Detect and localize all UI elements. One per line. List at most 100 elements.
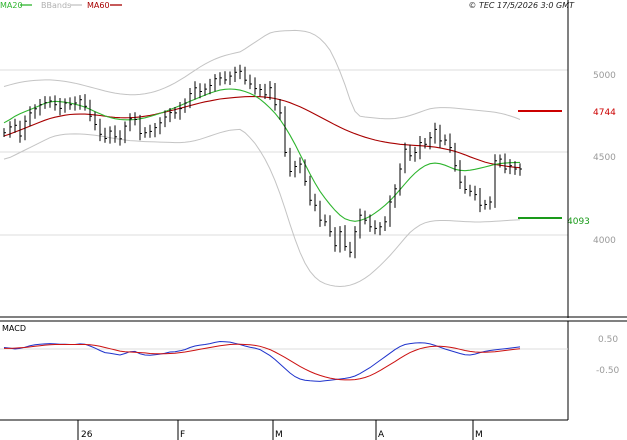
price-bar <box>209 78 212 95</box>
price-bar <box>504 153 507 174</box>
price-bar <box>254 77 257 95</box>
price-bar <box>289 147 292 177</box>
bbands-layer <box>3 29 521 288</box>
month-label-may: M <box>475 430 483 440</box>
level-4093-label: 4093 <box>567 217 590 227</box>
price-bar <box>89 99 92 122</box>
bbands-lower-line <box>3 128 521 288</box>
price-bar <box>174 107 177 119</box>
price-bar <box>484 199 487 210</box>
price-bar <box>104 127 107 143</box>
price-bar <box>149 124 152 138</box>
price-bar <box>414 146 417 162</box>
price-bar <box>144 127 147 138</box>
price-bar <box>344 225 347 251</box>
price-bar <box>334 227 337 252</box>
price-bar <box>69 97 72 110</box>
price-bar <box>169 108 172 123</box>
price-bar <box>189 88 192 109</box>
price-bar <box>129 113 132 132</box>
price-bar <box>34 104 37 119</box>
price-bar <box>59 98 62 116</box>
price-bar <box>364 210 367 225</box>
price-bar <box>349 241 352 258</box>
price-bar <box>134 112 137 126</box>
price-tick-4000: 4000 <box>593 236 616 246</box>
price-bar <box>154 123 157 138</box>
price-bar <box>394 184 397 208</box>
price-bar <box>274 83 277 111</box>
price-bar <box>379 222 382 236</box>
price-bar <box>509 159 512 175</box>
price-bars <box>3 64 522 259</box>
price-bar <box>464 175 467 194</box>
price-bar <box>249 74 252 90</box>
price-bar <box>14 118 17 133</box>
macd-signal-line <box>4 343 521 381</box>
legend-label-ma60: MA60 <box>87 1 110 10</box>
price-grid <box>0 69 568 236</box>
price-bar <box>259 84 262 97</box>
price-bar <box>429 132 432 150</box>
price-bar <box>179 102 182 120</box>
price-bar <box>294 160 297 178</box>
price-bar <box>214 74 217 92</box>
price-bar <box>229 71 232 85</box>
price-bar <box>194 81 197 100</box>
price-bar <box>399 163 402 196</box>
price-bar <box>324 214 327 227</box>
price-bar <box>404 142 407 174</box>
level-4093: 4093 <box>518 217 590 227</box>
price-bar <box>84 94 87 111</box>
price-bar <box>109 126 112 144</box>
level-4744-label: 4744 <box>593 108 616 118</box>
price-bar <box>489 196 492 210</box>
price-bar <box>389 195 392 227</box>
price-bar <box>374 220 377 235</box>
price-bar <box>419 136 422 160</box>
price-bar <box>269 81 272 100</box>
price-bar <box>454 142 457 172</box>
price-bar <box>439 124 442 148</box>
price-bar <box>29 106 32 127</box>
macd-tick-neg: -0.50 <box>596 366 620 376</box>
month-label-mar: M <box>275 430 283 440</box>
macd-tick-pos: 0.50 <box>598 335 618 345</box>
macd-layer <box>3 340 521 382</box>
price-bar <box>234 66 237 82</box>
copyright: © TEC 17/5/2026 3:0 GMT <box>468 1 575 10</box>
price-bar <box>74 96 77 111</box>
price-bar <box>9 121 12 138</box>
price-bar <box>54 95 57 111</box>
price-bar <box>239 64 242 80</box>
ma60-line <box>3 96 521 169</box>
price-bar <box>24 115 27 141</box>
price-bar <box>309 175 312 206</box>
price-bar <box>449 133 452 153</box>
price-tick-5000: 5000 <box>593 71 616 81</box>
price-bar <box>94 111 97 131</box>
price-bar <box>284 106 287 157</box>
legend-label-bbands: BBands <box>41 1 71 10</box>
price-bar <box>499 154 502 168</box>
price-bar <box>224 71 227 85</box>
ma60-layer <box>3 96 521 169</box>
price-bar <box>159 117 162 135</box>
price-bar <box>49 96 52 108</box>
price-bar <box>444 134 447 146</box>
price-bar <box>459 160 462 189</box>
price-bar <box>514 161 517 175</box>
legend-label-ma20: MA20 <box>0 1 23 10</box>
price-bar <box>39 99 42 116</box>
month-label-feb: F <box>180 430 185 440</box>
bbands-upper-line <box>3 29 521 120</box>
price-bar <box>119 130 122 146</box>
price-bar <box>304 159 307 186</box>
price-bar <box>184 98 187 113</box>
price-bar <box>204 83 207 96</box>
price-bar <box>359 208 362 239</box>
price-tick-4500: 4500 <box>593 153 616 163</box>
price-bar <box>139 114 142 141</box>
legend: MA20 BBands MA60 <box>0 1 122 10</box>
price-bar <box>44 96 47 109</box>
